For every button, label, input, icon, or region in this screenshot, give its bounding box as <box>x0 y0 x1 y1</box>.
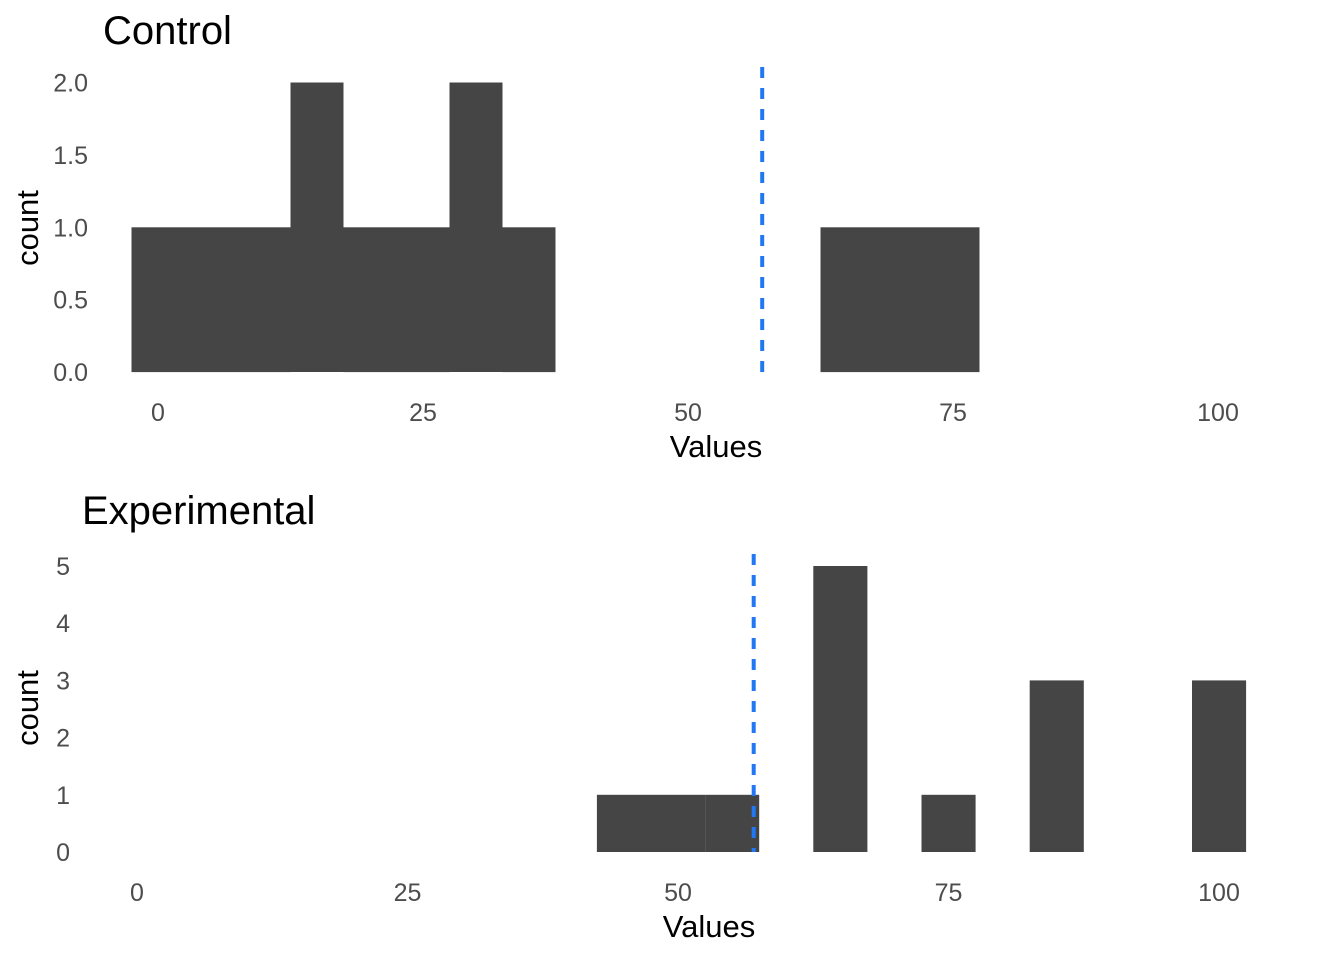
y-tick-label: 3 <box>56 667 70 695</box>
chart-title-control: Control <box>103 9 232 53</box>
y-tick-label: 1.0 <box>53 214 88 242</box>
histogram-bar <box>396 227 450 373</box>
histogram-bar <box>926 227 980 373</box>
histogram-bar <box>705 794 760 852</box>
histogram-bar <box>820 227 874 373</box>
experimental-chart: Experimental count 0 25 50 75 100 0 1 2 3 4 5 Valu… <box>0 480 1344 960</box>
x-axis-title: Values <box>669 429 763 464</box>
x-tick-label: 50 <box>664 879 692 907</box>
histogram-bar <box>237 227 291 373</box>
x-tick-label: 50 <box>674 399 702 427</box>
y-tick-label: 2 <box>56 725 70 753</box>
x-tick-label: 25 <box>394 879 422 907</box>
y-tick-label: 0.5 <box>53 287 88 315</box>
histogram-bar <box>290 82 344 372</box>
y-tick-label: 0.0 <box>53 359 88 387</box>
y-tick-label: 0 <box>56 839 70 867</box>
histogram-bar <box>449 82 503 372</box>
y-tick-label: 2.0 <box>53 70 88 98</box>
experimental-plot-area: 0 25 50 75 100 0 1 2 3 4 5 <box>56 553 1247 907</box>
y-tick-label: 1 <box>56 782 70 810</box>
x-tick-label: 25 <box>409 399 437 427</box>
histogram-bar <box>873 227 927 373</box>
chart-title-experimental: Experimental <box>82 489 316 533</box>
y-tick-label: 4 <box>56 610 70 638</box>
histogram-bar <box>921 794 976 852</box>
histogram-bar <box>651 794 706 852</box>
histogram-bar <box>596 794 651 852</box>
histogram-bar <box>131 227 185 373</box>
x-tick-label: 0 <box>130 879 144 907</box>
x-tick-label: 100 <box>1198 879 1240 907</box>
y-tick-label: 5 <box>56 553 70 581</box>
x-tick-label: 75 <box>935 879 963 907</box>
histogram-bar <box>813 566 868 852</box>
x-tick-label: 0 <box>151 399 165 427</box>
histogram-bar <box>1192 680 1247 852</box>
x-axis-title: Values <box>662 909 756 944</box>
y-tick-label: 1.5 <box>53 142 88 170</box>
histogram-bar <box>343 227 397 373</box>
histogram-bar <box>502 227 556 373</box>
control-chart: Control count 0 25 50 75 100 0.0 0.5 1.0 1.5 2.0 … <box>10 9 1239 464</box>
histogram-bar <box>1029 680 1084 852</box>
histogram-bar <box>184 227 238 373</box>
x-tick-label: 100 <box>1197 399 1239 427</box>
control-plot-area: 0 25 50 75 100 0.0 0.5 1.0 1.5 2.0 <box>53 67 1239 427</box>
x-tick-label: 75 <box>939 399 967 427</box>
